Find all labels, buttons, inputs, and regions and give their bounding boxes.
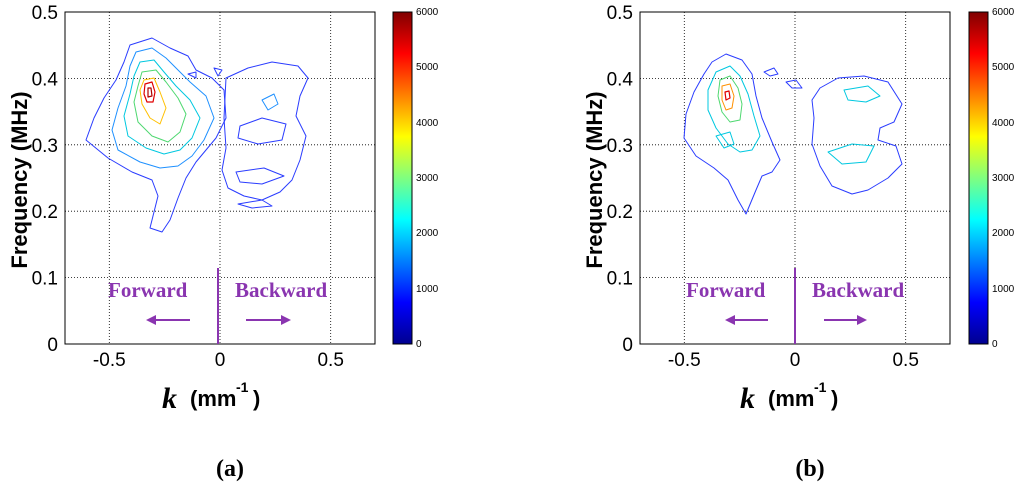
backward-label-b: Backward — [812, 278, 904, 302]
y-tick-label: 0 — [622, 335, 633, 356]
contour-b-level-3 — [717, 75, 743, 123]
colorbar-tick-label: 2000 — [416, 228, 439, 239]
panel-label-a: (a) — [216, 456, 244, 482]
panel-b: Forward Backward 0 0.1 0.2 0.3 0.4 0.5 -… — [582, 3, 1015, 482]
x-axis-unit-sup: -1 — [814, 379, 827, 395]
colorbar-tick-label: 4000 — [416, 118, 439, 129]
backward-arrow-a — [246, 315, 291, 325]
contours-b — [683, 53, 903, 215]
y-tick-label: 0.2 — [32, 202, 58, 223]
contour-a-level-5 — [143, 81, 156, 103]
colorbar-tick-label: 3000 — [416, 173, 439, 184]
forward-label-b: Forward — [686, 278, 766, 302]
x-tick-label: -0.5 — [93, 350, 126, 371]
x-axis-symbol: k — [162, 382, 177, 415]
contour-a-level-2 — [111, 47, 215, 169]
forward-arrow-b — [725, 315, 768, 325]
colorbar-tick-label: 3000 — [992, 173, 1015, 184]
x-tick-label: 0 — [215, 350, 226, 371]
contour-a-feature-2 — [237, 117, 287, 145]
colorbar-tick-label: 5000 — [416, 62, 439, 73]
y-tick-label: 0.3 — [607, 136, 633, 157]
y-tick-label: 0.1 — [32, 269, 58, 290]
contour-b-level-2-right-b — [827, 143, 875, 165]
contour-b-level-2 — [707, 65, 761, 153]
contour-b-level-2-right — [843, 85, 881, 103]
y-tick-label: 0.5 — [607, 3, 633, 24]
colorbar-tick-label: 1000 — [416, 284, 439, 295]
contour-b-level-2b — [715, 131, 735, 149]
x-axis-unit-sup: -1 — [236, 379, 249, 395]
y-ticks-b: 0 0.1 0.2 0.3 0.4 0.5 — [607, 3, 634, 356]
colorbar-tick-label: 5000 — [992, 62, 1015, 73]
contour-a-level-2-inner — [123, 59, 201, 155]
x-axis-unit: (mm — [190, 386, 236, 411]
y-axis-label-a: Frequency (MHz) — [7, 91, 32, 268]
contour-b-level-1 — [683, 53, 781, 215]
y-tick-label: 0.3 — [32, 136, 58, 157]
colorbar-ticks-b: 0 1000 2000 3000 4000 5000 6000 — [992, 7, 1015, 350]
colorbar-tick-label: 4000 — [992, 118, 1015, 129]
contour-a-level-1 — [85, 37, 227, 233]
colorbar-tick-label: 0 — [416, 339, 422, 350]
backward-arrow-b — [824, 315, 867, 325]
y-tick-label: 0.1 — [607, 269, 633, 290]
contour-b-level-4 — [721, 83, 735, 111]
colorbar-a — [392, 11, 413, 345]
contour-a-level-6 — [147, 87, 153, 98]
contour-a-feature-4 — [237, 199, 273, 209]
y-tick-label: 0.2 — [607, 202, 633, 223]
y-tick-label: 0.5 — [32, 3, 58, 24]
backward-label-a: Backward — [235, 278, 327, 302]
colorbar-tick-label: 0 — [992, 339, 998, 350]
panel-a: Forward Backward 0 0.1 0.2 0.3 0.4 0.5 -… — [7, 3, 439, 482]
x-axis-label-a: k (mm -1 ) — [162, 379, 260, 415]
y-tick-label: 0.4 — [607, 69, 634, 90]
x-tick-label: 0.5 — [317, 350, 343, 371]
x-axis-label-b: k (mm -1 ) — [740, 379, 838, 415]
contours-a — [85, 37, 309, 233]
panel-label-b: (b) — [795, 456, 824, 482]
contour-a-feature-1 — [261, 93, 279, 111]
contour-a-feature-5 — [187, 67, 223, 79]
x-axis-unit-close: ) — [253, 386, 260, 411]
x-tick-label: 0 — [790, 350, 801, 371]
contour-a-level-1-right — [221, 61, 309, 201]
x-ticks-a: -0.5 0 0.5 — [93, 350, 344, 371]
contour-a-level-4 — [139, 77, 167, 125]
x-axis-unit: (mm — [768, 386, 814, 411]
colorbar-ticks-a: 0 1000 2000 3000 4000 5000 6000 — [416, 7, 439, 350]
colorbar-b — [968, 11, 989, 345]
x-ticks-b: -0.5 0 0.5 — [668, 350, 919, 371]
y-tick-label: 0.4 — [32, 69, 59, 90]
forward-arrow-a — [146, 315, 190, 325]
y-tick-label: 0 — [47, 335, 58, 356]
x-tick-label: -0.5 — [668, 350, 701, 371]
y-axis-label-b: Frequency (MHz) — [582, 91, 607, 268]
colorbar-tick-label: 1000 — [992, 284, 1015, 295]
colorbar-tick-label: 6000 — [416, 7, 439, 18]
colorbar-tick-label: 6000 — [992, 7, 1015, 18]
x-tick-label: 0.5 — [892, 350, 918, 371]
y-ticks-a: 0 0.1 0.2 0.3 0.4 0.5 — [32, 3, 59, 356]
forward-label-a: Forward — [108, 278, 188, 302]
contour-b-feature-1 — [763, 67, 803, 89]
contour-b-level-5 — [724, 90, 731, 101]
contour-a-level-3 — [133, 69, 187, 143]
x-axis-symbol: k — [740, 382, 755, 415]
contour-a-feature-3 — [235, 167, 285, 185]
colorbar-tick-label: 2000 — [992, 228, 1015, 239]
x-axis-unit-close: ) — [831, 386, 838, 411]
contour-b-level-1-right — [811, 75, 903, 195]
